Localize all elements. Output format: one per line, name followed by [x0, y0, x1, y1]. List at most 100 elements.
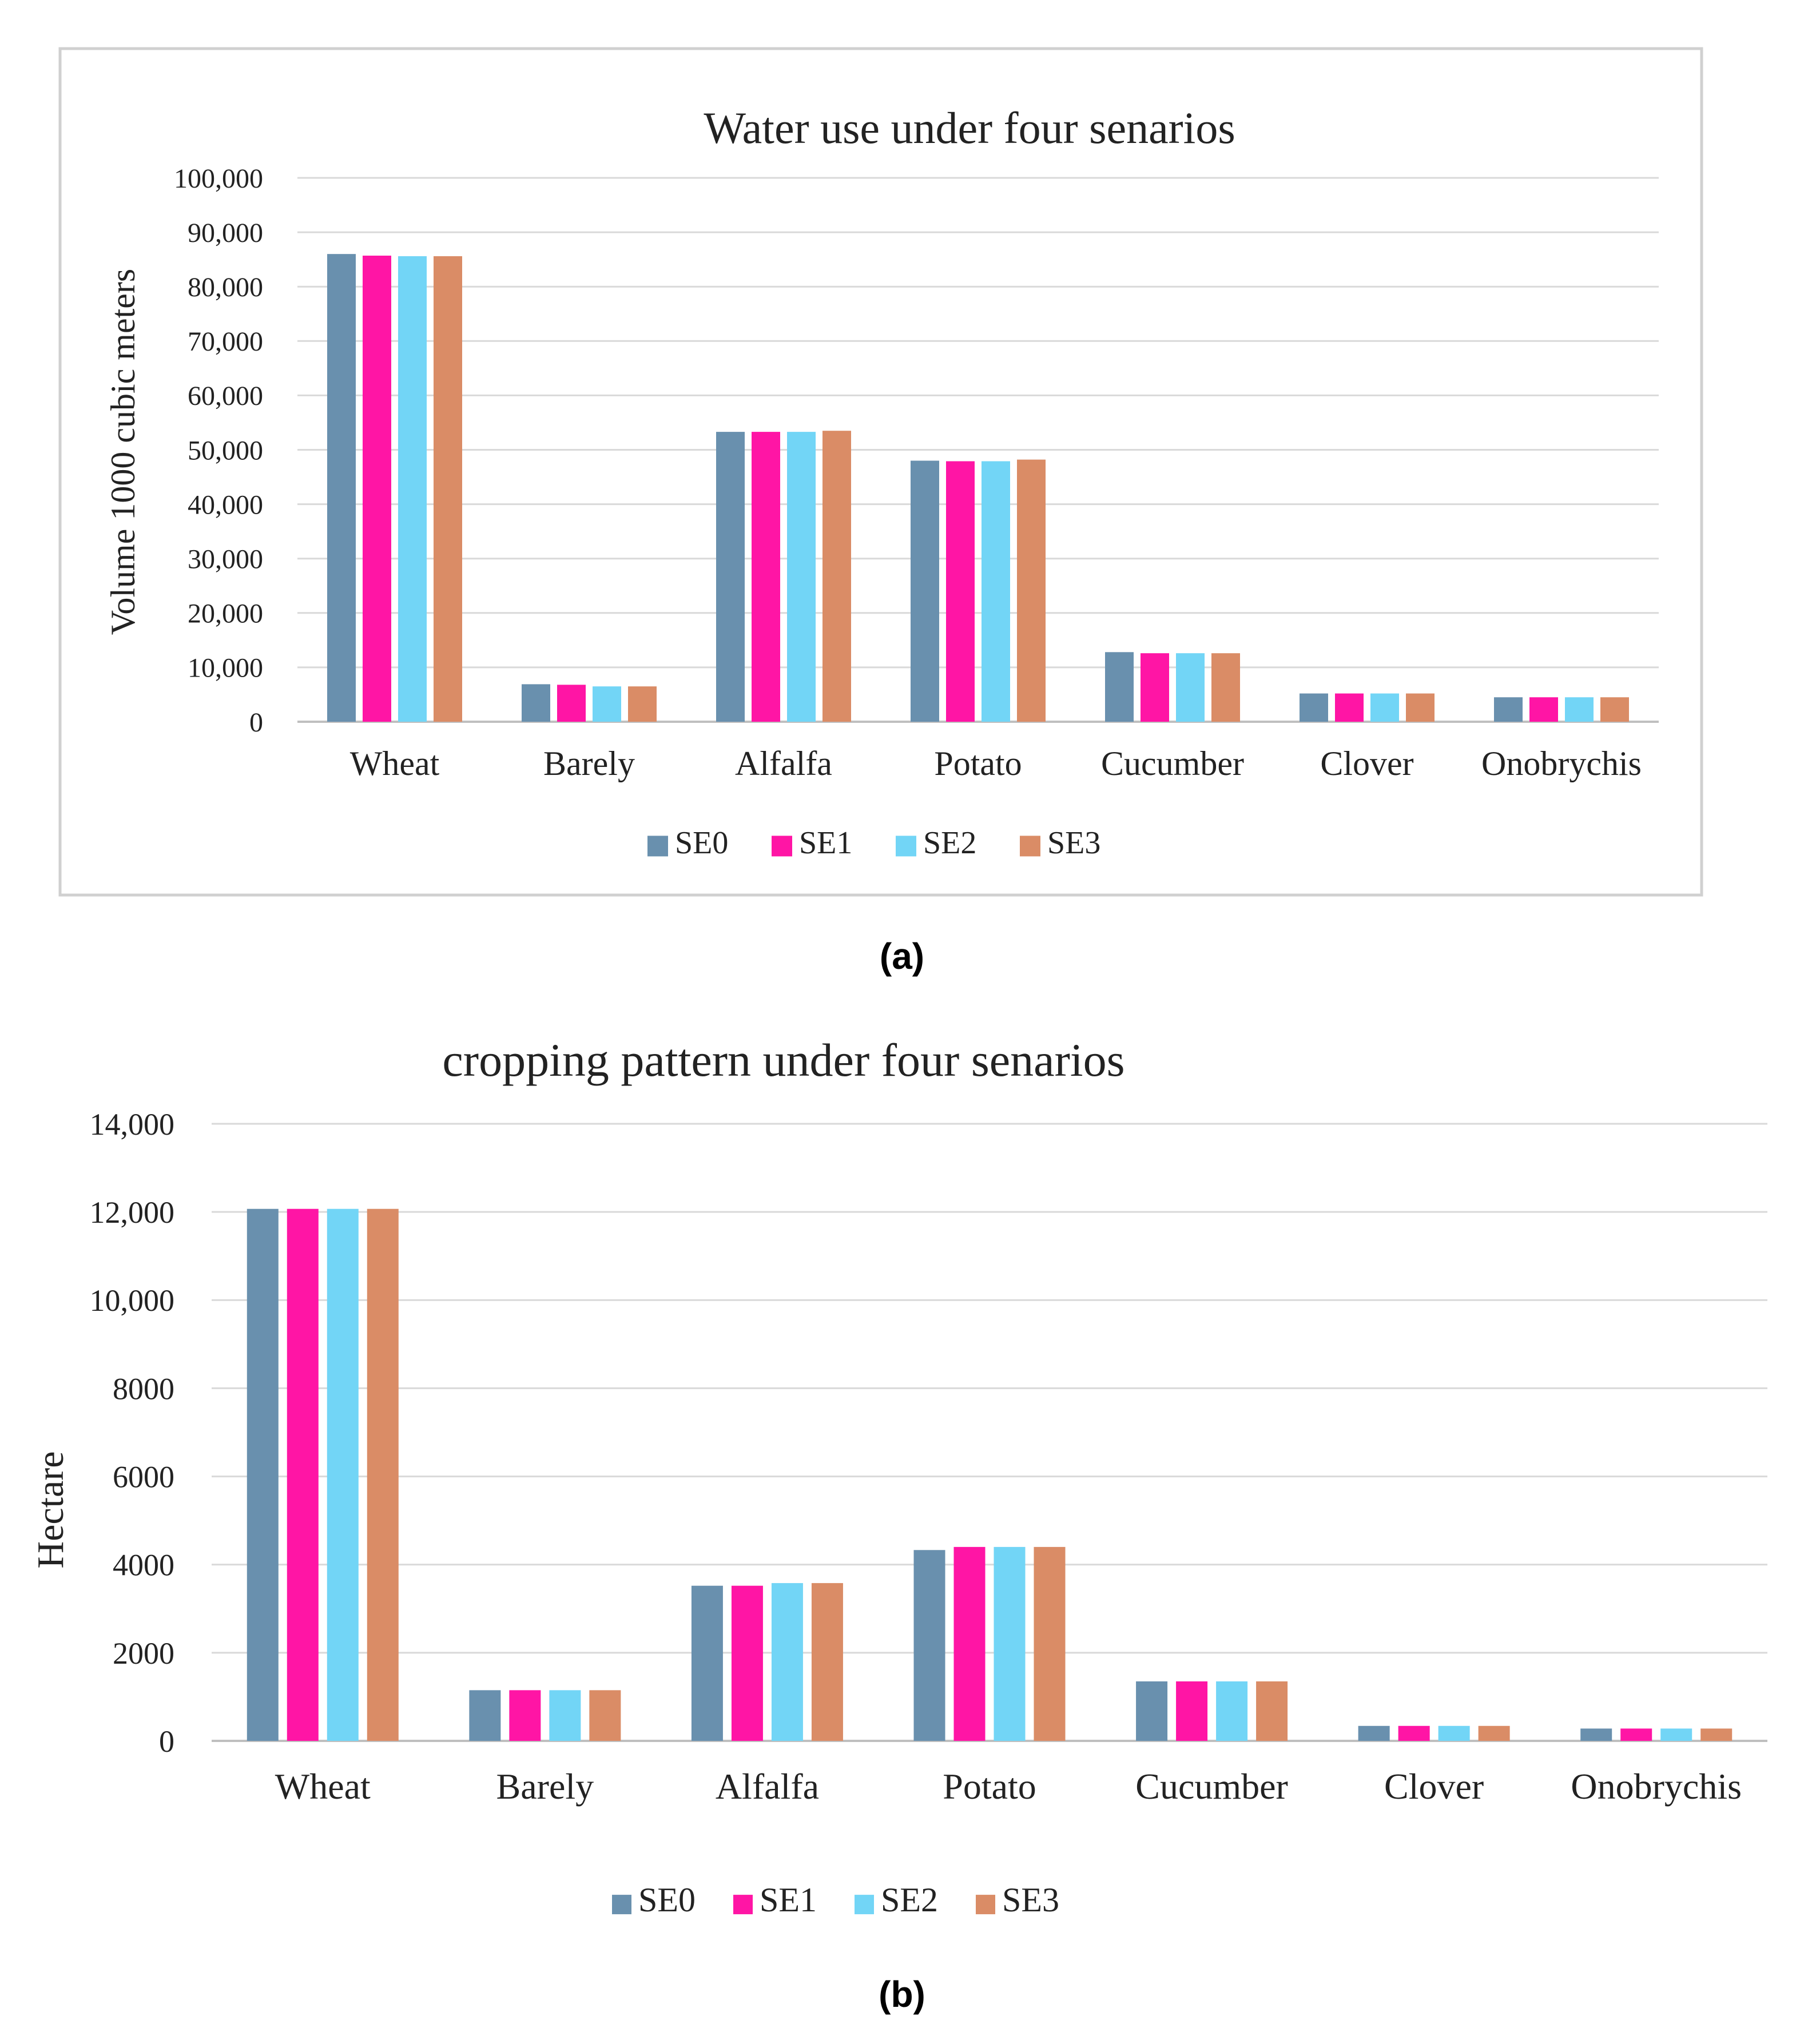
bar-se1-potato [946, 461, 975, 722]
y-tick-label: 2000 [113, 1636, 174, 1671]
bar-se0-onobrychis [1580, 1728, 1612, 1741]
legend-swatch-se2 [855, 1895, 874, 1915]
legend-label-se2: SE2 [881, 1881, 938, 1919]
y-tick-label: 8000 [113, 1371, 174, 1406]
bar-se2-cucumber [1176, 653, 1205, 722]
bar-se1-potato [953, 1546, 986, 1741]
legend-swatch-se0 [612, 1895, 631, 1915]
bar-se0-clover [1358, 1725, 1390, 1741]
water-use-chart: Water use under four senarios Volume 1000… [58, 47, 1703, 897]
x-tick-label: Clover [1384, 1766, 1484, 1807]
bar-se3-cucumber [1256, 1681, 1288, 1741]
bar-se0-alfalfa [716, 432, 745, 722]
legend-label-se0: SE0 [638, 1881, 696, 1919]
bar-se2-cucumber [1216, 1681, 1248, 1741]
bar-se0-cucumber [1105, 652, 1134, 722]
legend-label-se3: SE3 [1047, 825, 1100, 861]
legend-swatch-se1 [733, 1895, 753, 1915]
y-tick-label: 0 [249, 707, 263, 738]
legend-swatch-se2 [896, 836, 916, 857]
y-tick-label: 80,000 [188, 272, 263, 303]
chart-title: cropping pattern under four senarios [442, 1034, 1124, 1086]
y-tick-label: 0 [159, 1724, 174, 1759]
y-tick-label: 12,000 [90, 1195, 175, 1230]
bar-se2-clover [1438, 1725, 1470, 1741]
legend-swatch-se1 [772, 836, 792, 857]
bar-se3-alfalfa [822, 431, 851, 722]
bar-se1-alfalfa [731, 1585, 763, 1741]
y-tick-label: 10,000 [90, 1283, 175, 1318]
bar-se1-barely [557, 685, 586, 722]
x-tick-label: Barely [543, 745, 635, 782]
bar-se1-clover [1335, 693, 1364, 722]
bar-se0-barely [522, 684, 550, 722]
x-tick-label: Cucumber [1101, 745, 1244, 782]
y-tick-label: 50,000 [188, 435, 263, 466]
bar-se3-barely [589, 1690, 621, 1741]
caption-a: (a) [879, 936, 925, 977]
bar-se0-wheat [327, 254, 356, 722]
chart-frame [58, 47, 1703, 897]
x-tick-label: Cucumber [1135, 1766, 1288, 1807]
bar-se3-barely [628, 686, 657, 722]
y-tick-label: 6000 [113, 1460, 174, 1494]
bar-se2-alfalfa [771, 1583, 803, 1741]
bar-se3-onobrychis [1700, 1728, 1733, 1741]
bar-se0-alfalfa [691, 1585, 723, 1741]
bar-se3-potato [1034, 1546, 1066, 1741]
x-tick-label: Onobrychis [1481, 745, 1642, 782]
y-tick-label: 60,000 [188, 381, 263, 411]
legend-label-se0: SE0 [675, 825, 728, 861]
chart-title: Water use under four senarios [704, 103, 1235, 153]
y-tick-label: 4000 [113, 1548, 174, 1582]
bar-se2-onobrychis [1660, 1728, 1692, 1741]
x-tick-label: Potato [934, 745, 1022, 782]
x-tick-label: Wheat [275, 1766, 371, 1807]
bar-se2-wheat [398, 256, 427, 722]
bar-se1-alfalfa [752, 432, 780, 722]
bar-se0-barely [469, 1690, 501, 1741]
x-tick-label: Clover [1320, 745, 1413, 782]
bar-se3-onobrychis [1600, 697, 1629, 722]
cropping-pattern-chart: cropping pattern under four senarios Hect… [30, 1034, 1767, 1919]
y-tick-label: 14,000 [90, 1107, 175, 1142]
bar-se1-barely [509, 1690, 541, 1741]
y-tick-label: 40,000 [188, 490, 263, 520]
legend-label-se2: SE2 [923, 825, 976, 861]
bar-se2-wheat [327, 1208, 359, 1741]
legend-label-se1: SE1 [760, 1881, 817, 1919]
bar-se0-clover [1300, 693, 1328, 722]
legend-swatch-se0 [647, 836, 668, 857]
bar-se2-potato [994, 1546, 1026, 1741]
y-tick-label: 10,000 [188, 653, 263, 683]
y-tick-label: 100,000 [174, 164, 263, 194]
x-tick-label: Onobrychis [1571, 1766, 1742, 1807]
bar-se0-wheat [247, 1208, 279, 1741]
x-tick-label: Potato [943, 1766, 1036, 1807]
y-tick-label: 90,000 [188, 218, 263, 248]
bar-se2-barely [549, 1690, 581, 1741]
legend-swatch-se3 [1020, 836, 1040, 857]
legend-label-se3: SE3 [1002, 1881, 1059, 1919]
bar-se1-onobrychis [1529, 697, 1558, 722]
bar-se2-onobrychis [1565, 697, 1594, 722]
bar-se3-alfalfa [811, 1583, 843, 1741]
caption-b: (b) [879, 1974, 925, 2015]
legend-swatch-se3 [976, 1895, 995, 1915]
bar-se3-clover [1406, 693, 1435, 722]
bar-se1-wheat [287, 1208, 319, 1741]
bar-se0-potato [913, 1550, 945, 1741]
bar-se1-onobrychis [1620, 1728, 1652, 1741]
y-tick-label: 70,000 [188, 327, 263, 357]
bar-se0-onobrychis [1494, 697, 1523, 722]
x-tick-label: Barely [496, 1766, 594, 1807]
bar-se0-potato [911, 460, 939, 722]
bar-se1-wheat [363, 255, 391, 722]
y-tick-label: 20,000 [188, 599, 263, 629]
bar-se3-wheat [367, 1208, 399, 1741]
x-tick-label: Wheat [350, 745, 440, 782]
bar-se1-cucumber [1176, 1681, 1208, 1741]
bar-se1-cucumber [1141, 653, 1169, 722]
bar-se2-alfalfa [787, 432, 816, 722]
bar-se3-wheat [434, 256, 462, 722]
